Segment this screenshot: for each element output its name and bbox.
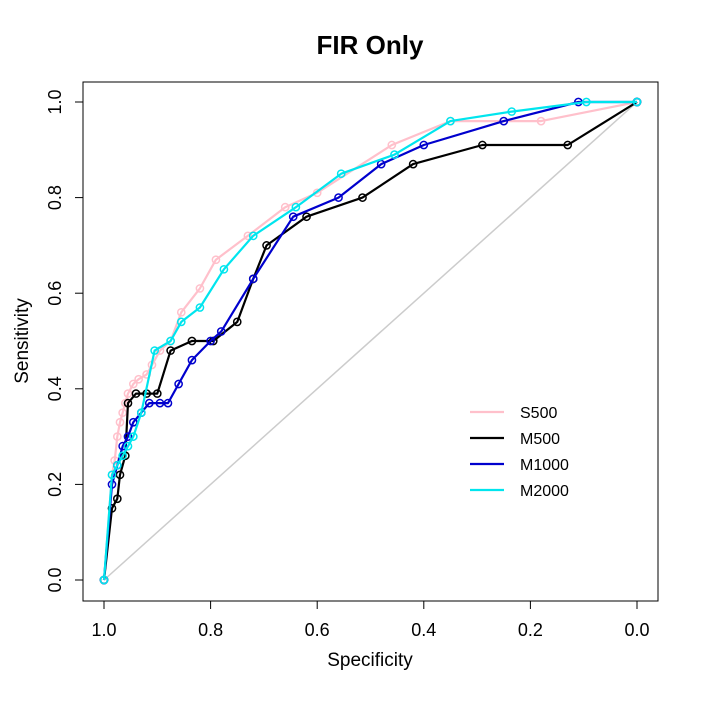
data-point (123, 398, 133, 408)
data-point (563, 140, 573, 150)
data-point (232, 317, 242, 327)
data-point (358, 193, 367, 202)
data-point (144, 398, 154, 408)
series-line (102, 100, 637, 581)
legend-label: M1000 (520, 457, 569, 474)
data-point (152, 389, 162, 398)
y-tick-label: 0.2 (45, 472, 65, 497)
data-point (128, 379, 138, 389)
series-line (102, 101, 638, 581)
data-point (112, 460, 122, 470)
legend-item: M500 (470, 431, 560, 448)
y-axis-label: Sensitivity (12, 298, 33, 384)
data-point (219, 264, 229, 274)
data-point (195, 284, 205, 293)
data-point (134, 374, 143, 384)
x-tick-label: 0.6 (305, 620, 330, 640)
data-point (262, 241, 271, 250)
data-point (408, 159, 418, 169)
x-axis: 1.0 0.8 0.6 0.4 0.2 0.0 (91, 600, 650, 640)
data-point (155, 398, 165, 408)
x-tick-label: 1.0 (91, 620, 116, 640)
data-point (128, 417, 138, 427)
y-tick-label: 0.6 (45, 281, 65, 306)
data-point (176, 307, 186, 317)
legend-label: M2000 (520, 483, 569, 500)
x-tick-label: 0.8 (198, 620, 223, 640)
data-point (302, 212, 311, 222)
data-point (211, 255, 221, 265)
series-m2000 (99, 97, 642, 585)
data-point (291, 202, 301, 212)
y-tick-label: 0.4 (45, 376, 65, 401)
data-point (115, 417, 125, 427)
data-point (118, 408, 128, 418)
data-point (131, 389, 141, 398)
data-point (478, 140, 487, 150)
data-point (176, 317, 186, 327)
data-point (123, 389, 133, 398)
x-tick-label: 0.4 (411, 620, 436, 640)
data-point (166, 336, 175, 346)
x-tick-label: 0.2 (518, 620, 543, 640)
data-point (123, 432, 133, 441)
x-axis-label: Specificity (327, 650, 413, 671)
data-point (280, 202, 290, 212)
data-point (446, 116, 455, 126)
data-point (115, 470, 125, 480)
data-point (387, 140, 397, 150)
y-tick-label: 0.8 (45, 185, 65, 210)
data-point (195, 303, 205, 312)
data-point (150, 346, 159, 355)
legend-label: M500 (520, 431, 560, 448)
data-point (507, 107, 517, 116)
data-point (632, 97, 642, 107)
legend: S500 M500 M1000 M2000 (470, 405, 569, 500)
data-point (582, 97, 591, 107)
series-layer (99, 97, 642, 585)
data-point (99, 575, 109, 585)
data-point (419, 140, 429, 150)
data-point (187, 336, 197, 346)
chart-title: FIR Only (317, 30, 424, 60)
data-point (112, 432, 122, 441)
data-point (390, 150, 399, 159)
reference-diagonal (103, 101, 638, 581)
y-axis: 0.0 0.2 0.4 0.6 0.8 1.0 (45, 89, 84, 593)
x-tick-label: 0.0 (624, 620, 649, 640)
data-point (123, 441, 133, 451)
series-line (102, 100, 637, 581)
data-point (248, 274, 258, 284)
data-point (187, 355, 197, 365)
series-line (102, 100, 638, 581)
data-point (128, 432, 138, 441)
data-point (499, 116, 509, 126)
data-point (334, 193, 343, 202)
data-point (288, 212, 298, 222)
data-point (107, 470, 117, 480)
data-point (118, 451, 128, 461)
data-point (536, 116, 546, 126)
legend-item: M2000 (470, 483, 569, 500)
data-point (248, 231, 258, 241)
data-point (336, 169, 346, 179)
data-point (118, 441, 128, 451)
y-tick-label: 0.0 (45, 567, 65, 592)
data-point (206, 336, 215, 346)
data-point (136, 408, 146, 418)
legend-item: S500 (470, 405, 557, 422)
legend-item: M1000 (470, 457, 569, 474)
data-point (243, 231, 253, 241)
y-tick-label: 1.0 (45, 89, 65, 114)
data-point (163, 398, 173, 408)
legend-label: S500 (520, 405, 557, 422)
data-point (216, 327, 226, 336)
data-point (112, 494, 122, 504)
data-point (174, 379, 183, 389)
data-point (166, 346, 175, 355)
